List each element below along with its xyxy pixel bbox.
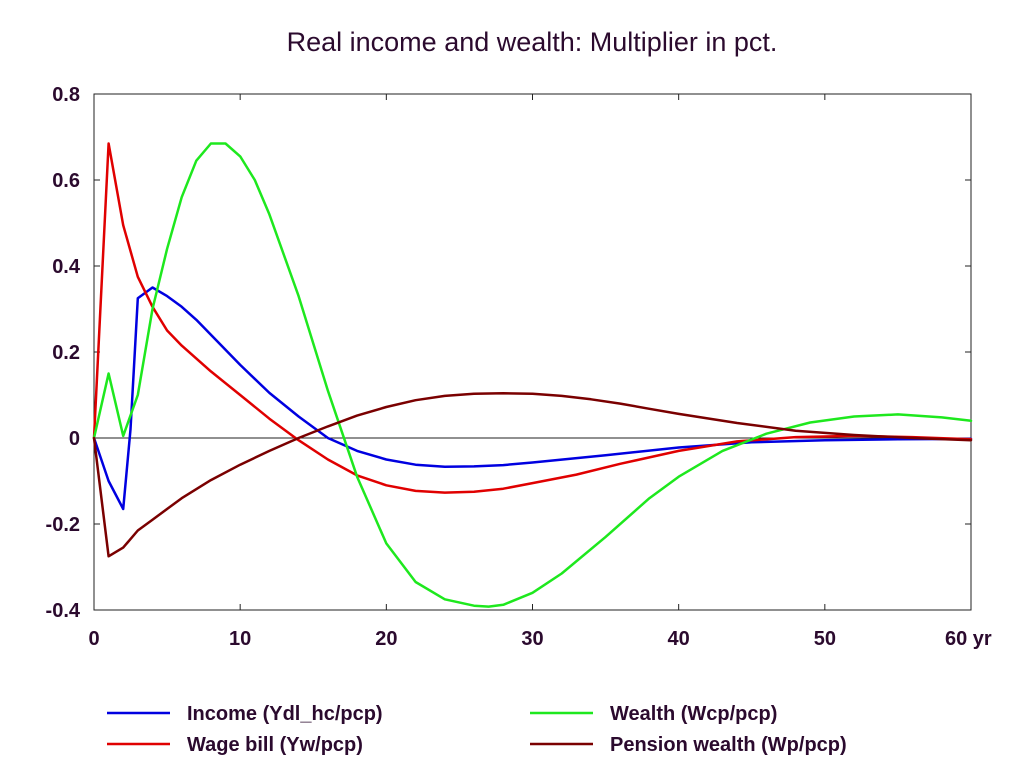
x-tick-label: 20 bbox=[375, 628, 397, 650]
x-axis: 0 10 20 30 40 50 60 yr bbox=[88, 94, 992, 650]
y-tick-label: 0 bbox=[69, 428, 80, 450]
legend-label-2: Wage bill (Yw/pcp) bbox=[187, 734, 363, 756]
plot-border bbox=[93, 93, 972, 611]
y-tick-label: 0.6 bbox=[52, 170, 80, 192]
x-tick-label: 40 bbox=[668, 628, 690, 650]
x-tick-label: 10 bbox=[229, 628, 251, 650]
series-line-4 bbox=[92, 392, 973, 558]
chart-title: Real income and wealth: Multiplier in pc… bbox=[287, 27, 778, 57]
legend-label-1: Income (Ydl_hc/pcp) bbox=[187, 703, 383, 725]
x-tick-label: 50 bbox=[814, 628, 836, 650]
y-tick-label: 0.4 bbox=[52, 256, 81, 278]
y-tick-label: -0.2 bbox=[46, 514, 80, 536]
series-line-1 bbox=[92, 286, 973, 511]
series-line-2 bbox=[92, 142, 973, 494]
legend-label-3: Wealth (Wcp/pcp) bbox=[610, 703, 777, 725]
x-tick-label: 30 bbox=[521, 628, 543, 650]
x-tick-label: 60 yr bbox=[945, 628, 992, 650]
y-tick-label: 0.2 bbox=[52, 342, 80, 364]
series-line-3 bbox=[92, 142, 973, 608]
legend-label-4: Pension wealth (Wp/pcp) bbox=[610, 734, 847, 756]
y-tick-label: -0.4 bbox=[46, 600, 81, 622]
y-axis: -0.4 -0.2 0 0.2 0.4 0.6 0.8 bbox=[46, 84, 971, 622]
legend: Income (Ydl_hc/pcp) Wage bill (Yw/pcp) Wea… bbox=[107, 703, 847, 756]
x-tick-label: 0 bbox=[88, 628, 99, 650]
series-layer bbox=[92, 142, 973, 608]
y-tick-label: 0.8 bbox=[52, 84, 80, 106]
plot-area bbox=[93, 93, 972, 611]
